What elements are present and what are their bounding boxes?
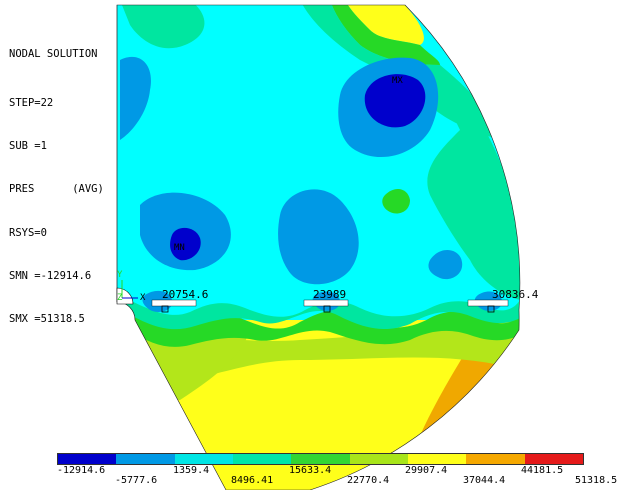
axis-z-label: Z [117, 293, 123, 303]
blue-center [278, 189, 359, 285]
legend-label-4: 8496.41 [231, 475, 274, 486]
solution-info: NODAL SOLUTION STEP=22 SUB =1 PRES (AVG)… [9, 18, 104, 341]
info-step: STEP=22 [9, 97, 54, 110]
top-yellow-region [345, 5, 424, 45]
axis-x-label: X [140, 293, 146, 303]
info-substep: SUB =1 [9, 140, 47, 153]
legend-label-7: 29907.4 [405, 465, 448, 476]
right-green-blob [382, 188, 410, 214]
domain-outline [116, 4, 521, 490]
probe-label-3: 30836.4 [492, 288, 539, 301]
max-marker: MX [392, 76, 403, 86]
probe-label-1: 20754.6 [162, 288, 209, 301]
probe-marker-2 [323, 305, 331, 313]
top-green-region [330, 5, 440, 65]
left-min-region [170, 227, 201, 261]
legend-label-6: 22770.4 [347, 475, 390, 486]
probe-marker-3 [487, 305, 495, 313]
legend-label-3: 1359.4 [173, 465, 210, 476]
probe-box-1 [151, 299, 197, 307]
info-smn: SMN =-12914.6 [9, 269, 92, 282]
legend-swatch-3 [174, 454, 233, 464]
corner-hole [116, 287, 134, 305]
contour-bands [117, 5, 520, 490]
probe-label-2: 23989 [313, 288, 347, 301]
axis-y-label: Y [117, 270, 123, 280]
legend-label-8: 37044.4 [463, 475, 506, 486]
legend-swatch-9 [524, 454, 583, 464]
min-region [364, 74, 426, 128]
legend-label-10: 51318.5 [575, 475, 618, 486]
legend-label-9: 44181.5 [521, 465, 564, 476]
color-legend [57, 453, 584, 465]
right-teal-region [427, 65, 520, 300]
legend-swatch-4 [232, 454, 292, 464]
legend-swatch-7 [407, 454, 467, 464]
legend-swatch-5 [291, 454, 350, 464]
legend-label-2: -5777.6 [115, 475, 158, 486]
teal-upper-blob [120, 5, 205, 49]
blue-left-upper [120, 56, 151, 140]
probe-marker-1 [161, 305, 169, 313]
info-rsys: RSYS=0 [9, 226, 47, 239]
plot-title: NODAL SOLUTION [9, 47, 98, 60]
legend-swatch-2 [116, 454, 175, 464]
legend-swatch-8 [466, 454, 525, 464]
min-marker: MN [174, 243, 185, 253]
legend-label-1: -12914.6 [57, 465, 106, 476]
info-result: PRES (AVG) [9, 183, 104, 196]
legend-label-5: 15633.4 [289, 465, 332, 476]
legend-swatch-6 [349, 454, 408, 464]
info-smx: SMX =51318.5 [9, 313, 85, 326]
legend-swatch-1 [58, 454, 117, 464]
yellow-green-region [130, 320, 520, 381]
blue-right-lower [428, 250, 463, 280]
teal-wave-band [125, 298, 520, 330]
